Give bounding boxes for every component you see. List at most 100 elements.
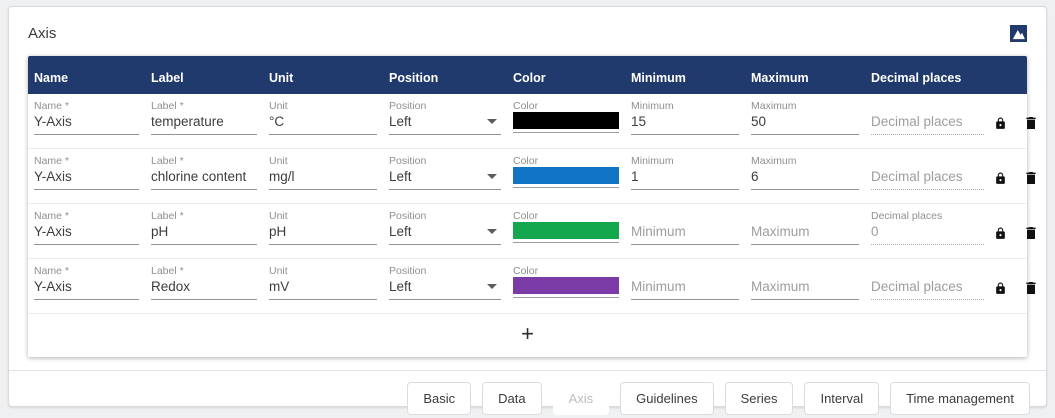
label-field-label: Label * bbox=[151, 100, 184, 112]
table-body: Name * Label * Unit Position Left Color … bbox=[28, 94, 1036, 314]
name-field-label: Name * bbox=[34, 265, 70, 277]
maximum-input[interactable] bbox=[751, 112, 859, 135]
label-field-label: Label * bbox=[151, 265, 184, 277]
maximum-input[interactable] bbox=[751, 222, 859, 245]
maximum-field: Maximum bbox=[751, 154, 859, 203]
row-actions-cell: Decimal places bbox=[871, 264, 1039, 313]
maximum-input[interactable] bbox=[751, 167, 859, 190]
label-field-label: Label * bbox=[151, 155, 184, 167]
minimum-field: Minimum bbox=[631, 264, 739, 313]
trash-icon[interactable] bbox=[1023, 115, 1039, 131]
unit-field-label: Unit bbox=[269, 210, 288, 222]
image-icon[interactable] bbox=[1010, 25, 1027, 42]
unit-input[interactable] bbox=[269, 277, 377, 300]
color-picker[interactable] bbox=[513, 222, 619, 243]
tab-time-management[interactable]: Time management bbox=[890, 382, 1030, 415]
minimum-input[interactable] bbox=[631, 277, 739, 300]
color-picker[interactable] bbox=[513, 277, 619, 298]
name-input[interactable] bbox=[34, 277, 139, 300]
maximum-field: Maximum bbox=[751, 209, 859, 258]
lock-icon[interactable] bbox=[994, 227, 1007, 240]
tab-guidelines[interactable]: Guidelines bbox=[620, 382, 714, 415]
decimal-input bbox=[871, 277, 984, 300]
trash-icon[interactable] bbox=[1023, 170, 1039, 186]
maximum-field-label: Maximum bbox=[751, 155, 797, 167]
color-swatch bbox=[513, 277, 619, 294]
decimal-field: Decimal places bbox=[871, 154, 984, 190]
position-select[interactable]: Left bbox=[389, 112, 501, 135]
chevron-down-icon bbox=[487, 119, 497, 124]
decimal-field: Decimal places bbox=[871, 99, 984, 135]
column-header: Position bbox=[389, 71, 439, 85]
column-header: Name bbox=[34, 71, 69, 85]
table-header: Name Label Unit Position Color Minimum Maximum… bbox=[28, 56, 1027, 94]
decimal-field: Decimal places bbox=[871, 264, 984, 300]
name-input[interactable] bbox=[34, 222, 139, 245]
position-select[interactable]: Left bbox=[389, 222, 501, 245]
name-field: Name * bbox=[34, 264, 139, 313]
name-input[interactable] bbox=[34, 112, 139, 135]
name-field: Name * bbox=[34, 99, 139, 148]
minimum-input[interactable] bbox=[631, 222, 739, 245]
tab-axis: Axis bbox=[552, 382, 610, 415]
color-swatch bbox=[513, 167, 619, 184]
color-field: Color bbox=[513, 99, 619, 148]
label-field-label: Label * bbox=[151, 210, 184, 222]
maximum-field-label: Maximum bbox=[751, 100, 797, 112]
lock-icon[interactable] bbox=[994, 282, 1007, 295]
table-row: Name * Label * Unit Position Left Color … bbox=[28, 204, 1036, 259]
minimum-input[interactable] bbox=[631, 112, 739, 135]
unit-field-label: Unit bbox=[269, 155, 288, 167]
lock-icon[interactable] bbox=[994, 172, 1007, 185]
axis-settings-card: Axis Name Label Unit Position Color Minimum Ma… bbox=[8, 6, 1047, 415]
color-picker[interactable] bbox=[513, 167, 619, 188]
maximum-field: Maximum bbox=[751, 99, 859, 148]
label-input[interactable] bbox=[151, 167, 257, 190]
maximum-input[interactable] bbox=[751, 277, 859, 300]
position-field: Position Left bbox=[389, 209, 501, 258]
minimum-field: Minimum bbox=[631, 99, 739, 148]
column-header: Color bbox=[513, 71, 546, 85]
unit-field-label: Unit bbox=[269, 100, 288, 112]
minimum-field-label: Minimum bbox=[631, 155, 674, 167]
position-field: Position Left bbox=[389, 154, 501, 203]
footer-divider bbox=[9, 370, 1046, 371]
label-input[interactable] bbox=[151, 112, 257, 135]
tab-interval[interactable]: Interval bbox=[804, 382, 880, 415]
column-header: Label bbox=[151, 71, 184, 85]
lock-icon[interactable] bbox=[994, 117, 1007, 130]
name-field-label: Name * bbox=[34, 210, 70, 222]
row-actions-cell: Decimal places bbox=[871, 99, 1039, 148]
color-field-label: Color bbox=[513, 155, 539, 167]
minimum-field: Minimum bbox=[631, 154, 739, 203]
unit-input[interactable] bbox=[269, 222, 377, 245]
trash-icon[interactable] bbox=[1023, 280, 1039, 296]
position-select[interactable]: Left bbox=[389, 277, 501, 300]
minimum-input[interactable] bbox=[631, 167, 739, 190]
tab-data[interactable]: Data bbox=[482, 382, 542, 415]
name-input[interactable] bbox=[34, 167, 139, 190]
decimal-field: Decimal places bbox=[871, 209, 984, 245]
color-field-label: Color bbox=[513, 210, 539, 222]
label-input[interactable] bbox=[151, 222, 257, 245]
trash-icon[interactable] bbox=[1023, 225, 1039, 241]
position-field-label: Position bbox=[389, 155, 427, 167]
unit-input[interactable] bbox=[269, 112, 377, 135]
color-picker[interactable] bbox=[513, 112, 619, 133]
tab-basic[interactable]: Basic bbox=[407, 382, 472, 415]
unit-input[interactable] bbox=[269, 167, 377, 190]
table-row: Name * Label * Unit Position Left Color … bbox=[28, 94, 1036, 149]
label-input[interactable] bbox=[151, 277, 257, 300]
chevron-down-icon bbox=[487, 174, 497, 179]
maximum-field: Maximum bbox=[751, 264, 859, 313]
label-field: Label * bbox=[151, 99, 257, 148]
tab-series[interactable]: Series bbox=[724, 382, 794, 415]
color-field: Color bbox=[513, 154, 619, 203]
unit-field: Unit bbox=[269, 209, 377, 258]
row-actions-cell: Decimal places bbox=[871, 154, 1039, 203]
color-swatch bbox=[513, 222, 619, 239]
card-header: Axis bbox=[9, 7, 1046, 56]
position-select[interactable]: Left bbox=[389, 167, 501, 190]
row-actions-cell: Decimal places bbox=[871, 209, 1039, 258]
add-axis-button[interactable]: + bbox=[521, 321, 534, 346]
